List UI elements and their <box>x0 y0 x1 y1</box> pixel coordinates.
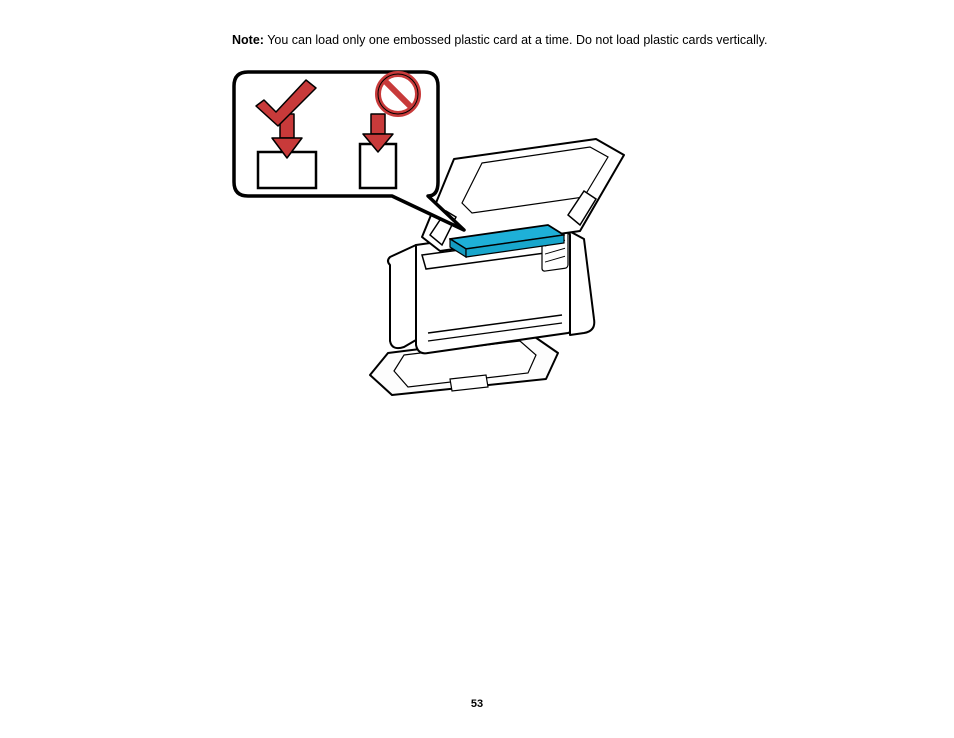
instruction-figure <box>232 70 652 400</box>
page: Note: You can load only one embossed pla… <box>0 0 954 738</box>
note-line: Note: You can load only one embossed pla… <box>232 32 767 50</box>
note-text: You can load only one embossed plastic c… <box>264 33 768 47</box>
note-label: Note: <box>232 33 264 47</box>
callout <box>234 72 464 230</box>
page-number: 53 <box>0 698 954 710</box>
prohibit-icon <box>378 74 418 114</box>
